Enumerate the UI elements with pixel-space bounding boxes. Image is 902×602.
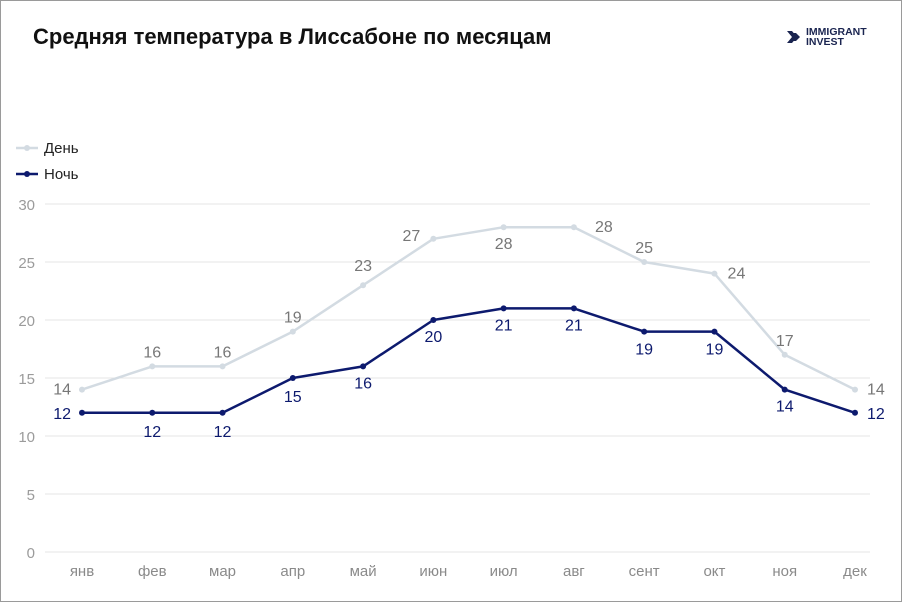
- y-tick-label: 15: [18, 371, 35, 388]
- logo-line1: IMMIGRANT: [806, 26, 867, 38]
- data-point: [500, 305, 507, 312]
- data-point: [289, 375, 296, 381]
- data-label: 12: [867, 406, 885, 423]
- x-tick-label: ноя: [772, 563, 797, 580]
- data-label: 12: [214, 424, 232, 441]
- data-label: 12: [143, 424, 161, 441]
- legend-day-label: День: [44, 139, 79, 157]
- legend: День Ночь: [16, 135, 79, 187]
- data-point: [781, 386, 788, 393]
- data-point: [360, 282, 367, 289]
- data-point: [781, 351, 788, 358]
- data-point: [711, 328, 718, 335]
- data-point: [360, 363, 367, 370]
- data-label: 24: [728, 266, 746, 283]
- legend-day-marker: [16, 145, 38, 151]
- x-tick-label: дек: [843, 563, 867, 580]
- legend-item-night[interactable]: Ночь: [16, 161, 79, 187]
- data-label: 19: [706, 342, 724, 359]
- data-point: [570, 305, 577, 312]
- x-tick-label: фев: [138, 563, 167, 580]
- double-chevron-right-icon: [787, 31, 800, 43]
- data-label: 19: [284, 310, 302, 327]
- data-point: [219, 409, 226, 416]
- x-tick-label: мар: [209, 563, 236, 580]
- data-point: [79, 386, 85, 393]
- legend-item-day[interactable]: День: [16, 135, 79, 161]
- data-label: 16: [354, 375, 372, 392]
- series-line-night: [82, 307, 856, 415]
- x-tick-label: апр: [280, 563, 305, 580]
- data-label: 21: [565, 317, 583, 334]
- data-point: [219, 363, 226, 370]
- data-point: [570, 224, 577, 231]
- data-label: 28: [595, 219, 613, 236]
- data-point: [500, 224, 507, 231]
- y-tick-label: 20: [18, 313, 35, 330]
- data-point: [430, 317, 437, 323]
- data-point: [149, 409, 156, 416]
- y-tick-label: 25: [18, 255, 35, 272]
- data-point: [641, 328, 648, 335]
- data-label: 17: [776, 333, 794, 350]
- data-label: 15: [284, 389, 302, 406]
- x-tick-label: июн: [419, 563, 447, 580]
- x-tick-label: авг: [563, 563, 585, 580]
- x-tick-label: июл: [490, 563, 518, 580]
- data-label: 21: [495, 317, 513, 334]
- series-line-day: [81, 225, 856, 391]
- data-label: 19: [635, 342, 653, 359]
- y-tick-label: 30: [18, 197, 35, 214]
- x-tick-label: окт: [703, 563, 725, 580]
- legend-night-marker: [16, 171, 38, 177]
- data-point: [289, 328, 296, 335]
- x-tick-label: янв: [70, 563, 94, 580]
- data-label: 25: [635, 240, 653, 257]
- data-point: [430, 235, 437, 242]
- data-label: 14: [776, 399, 794, 416]
- data-point: [711, 270, 718, 277]
- data-label: 28: [495, 236, 513, 253]
- data-point: [852, 386, 858, 393]
- chart-title: Средняя температура в Лиссабоне по месяц…: [33, 24, 552, 49]
- data-label: 14: [53, 382, 71, 399]
- data-label: 16: [214, 344, 232, 361]
- data-point: [149, 363, 156, 370]
- y-tick-label: 10: [18, 429, 35, 446]
- x-tick-label: сент: [629, 563, 660, 580]
- x-tick-label: май: [350, 563, 377, 580]
- data-label: 14: [867, 382, 885, 399]
- data-point: [852, 409, 858, 416]
- data-point: [641, 259, 648, 265]
- data-point: [79, 409, 85, 416]
- y-tick-label: 5: [27, 487, 35, 504]
- logo-line2: INVEST: [806, 36, 844, 48]
- legend-night-label: Ночь: [44, 165, 79, 183]
- data-label: 23: [354, 258, 372, 275]
- data-label: 12: [53, 406, 71, 423]
- y-tick-label: 0: [27, 545, 35, 562]
- data-label: 27: [402, 228, 420, 245]
- data-label: 20: [424, 329, 442, 346]
- data-label: 16: [143, 344, 161, 361]
- logo: IMMIGRANT INVEST: [786, 27, 867, 47]
